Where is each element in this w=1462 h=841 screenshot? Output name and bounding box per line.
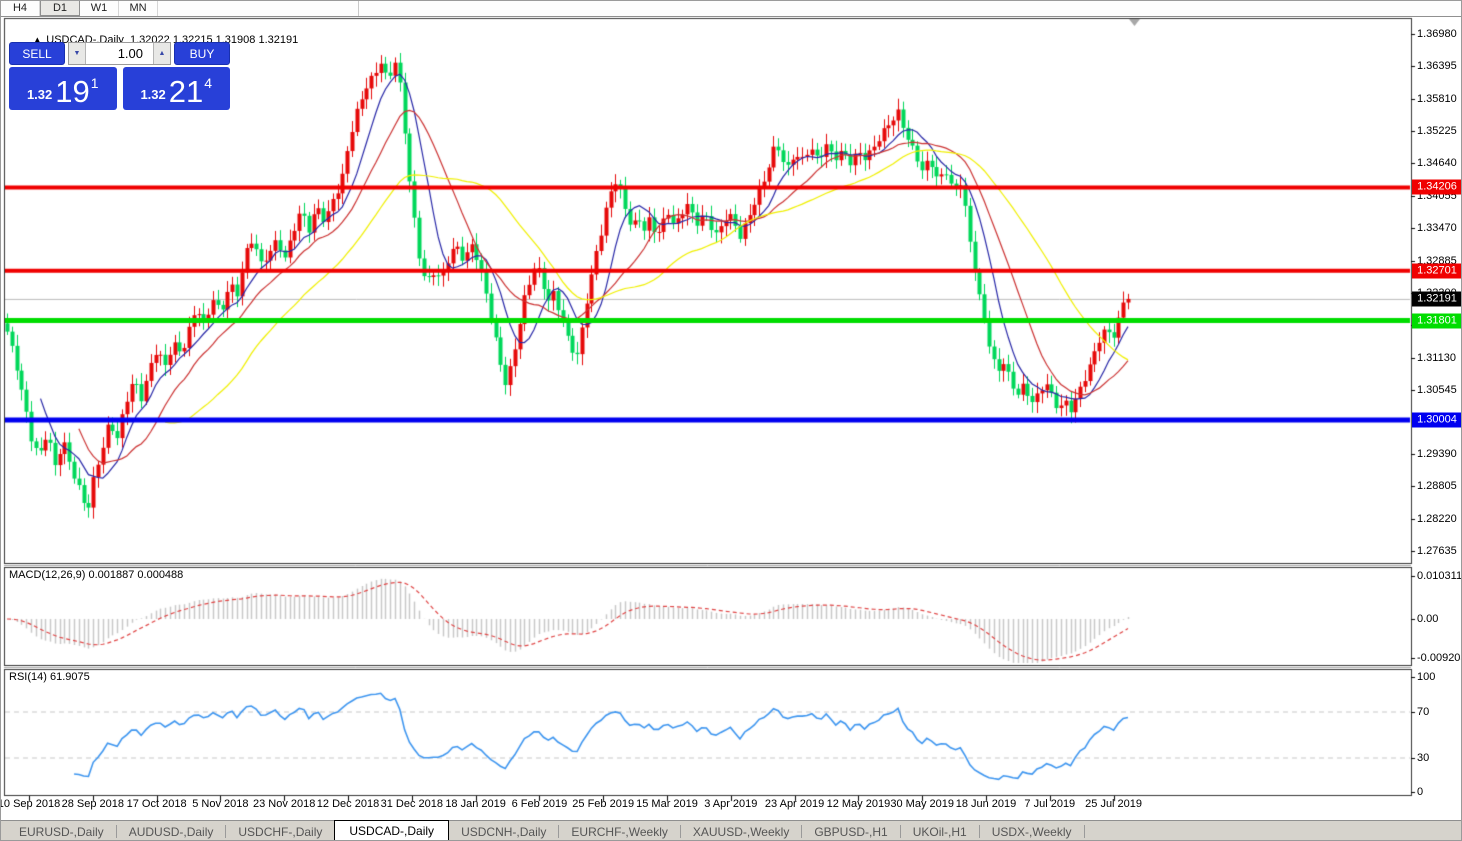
- tab-separator: [115, 825, 117, 838]
- rsi-axis-label: 30: [1417, 751, 1430, 764]
- tab-separator: [225, 825, 227, 838]
- macd-axis-label: 0.00: [1417, 613, 1439, 625]
- tab-separator: [978, 825, 980, 838]
- price-axis-label: 1.30545: [1417, 383, 1457, 396]
- price-chart-canvas[interactable]: [1, 17, 1461, 820]
- sell-price-pips: 19: [55, 74, 90, 109]
- bottom-tab-eurusd[interactable]: EURUSD-,Daily: [19, 825, 104, 839]
- price-level-badge: 1.32701: [1412, 263, 1461, 279]
- macd-label: MACD(12,26,9) 0.001887 0.000488: [9, 569, 184, 581]
- date-axis-label: 3 Apr 2019: [704, 798, 758, 810]
- sell-price-point: 1: [90, 75, 99, 91]
- timeframe-button-w1[interactable]: W1: [80, 1, 119, 16]
- date-axis-label: 7 Jul 2019: [1024, 798, 1076, 810]
- price-level-badge: 1.34206: [1412, 179, 1461, 195]
- price-axis-label: 1.35225: [1417, 125, 1457, 138]
- price-axis-label: 1.31130: [1417, 351, 1456, 364]
- chart-tab-bar: EURUSD-,Daily AUDUSD-,Daily USDCHF-,Daily U…: [1, 820, 1461, 840]
- date-axis-label: 30 May 2019: [890, 798, 954, 810]
- chart-area: ▲ USDCAD-,Daily 1.32022 1.32215 1.31908 1…: [0, 17, 1462, 820]
- price-axis-label: 1.35810: [1417, 92, 1457, 105]
- date-axis-label: 5 Nov 2018: [192, 798, 249, 810]
- sell-price-display[interactable]: 1.32 19 1: [9, 67, 117, 110]
- bottom-tab-gbpusd[interactable]: GBPUSD-,H1: [814, 825, 888, 839]
- tab-separator: [801, 825, 803, 838]
- tab-separator: [1083, 825, 1085, 838]
- price-axis-label: 1.33470: [1417, 222, 1457, 235]
- date-axis-label: 25 Jul 2019: [1085, 798, 1143, 810]
- bottom-tab-usdcad[interactable]: USDCAD-,Daily: [334, 820, 450, 840]
- volume-decrease-button[interactable]: ▼: [69, 43, 86, 64]
- bottom-tab-usdchf[interactable]: USDCHF-,Daily: [238, 825, 323, 839]
- bottom-tab-xauusd[interactable]: XAUUSD-,Weekly: [692, 825, 790, 839]
- price-axis-label: 1.36395: [1417, 60, 1457, 73]
- sell-price-main: 1.32: [26, 87, 53, 102]
- macd-axis-label: -0.009203: [1417, 651, 1462, 664]
- chart-direction-icon: ▲: [33, 35, 42, 44]
- date-axis-label: 28 Sep 2018: [61, 798, 124, 810]
- timeframe-button-d1[interactable]: D1: [40, 1, 80, 16]
- volume-spinner: ▼ ▲: [68, 42, 171, 65]
- date-axis-label: 10 Sep 2018: [0, 798, 61, 810]
- price-level-badge: 1.31801: [1412, 313, 1461, 328]
- timeframe-toolbar: H4 D1 W1 MN: [1, 1, 1461, 17]
- price-axis-label: 1.28805: [1417, 480, 1457, 493]
- price-axis-label: 1.28220: [1417, 512, 1457, 525]
- date-axis-label: 31 Dec 2018: [380, 798, 443, 810]
- timeframe-button-mn[interactable]: MN: [119, 1, 158, 16]
- date-axis-label: 17 Oct 2018: [126, 798, 187, 810]
- macd-axis-label: 0.010311: [1417, 569, 1462, 582]
- rsi-axis-label: 0: [1417, 786, 1424, 798]
- date-axis-label: 18 Jun 2019: [955, 798, 1017, 810]
- bottom-tab-ukoil[interactable]: UKOil-,H1: [912, 825, 967, 839]
- one-click-trading-panel: SELL ▼ ▲ BUY 1.32 19 1 1.32 21 4: [9, 42, 230, 110]
- price-level-badge: 1.30004: [1412, 412, 1461, 428]
- buy-price-display[interactable]: 1.32 21 4: [122, 67, 230, 110]
- volume-input[interactable]: [86, 43, 153, 64]
- rsi-axis-label: 100: [1417, 671, 1436, 683]
- date-axis-label: 25 Feb 2019: [572, 798, 635, 810]
- toolbar-spacer: [158, 1, 359, 16]
- date-axis-label: 15 Mar 2019: [636, 798, 698, 810]
- buy-price-pips: 21: [168, 74, 204, 109]
- price-axis-label: 1.27635: [1417, 544, 1457, 557]
- rsi-axis-label: 70: [1417, 705, 1430, 718]
- bottom-tab-usdcnh[interactable]: USDCNH-,Daily: [461, 825, 547, 839]
- buy-button[interactable]: BUY: [174, 42, 230, 65]
- date-axis-label: 12 Dec 2018: [316, 798, 380, 810]
- timeframe-button-h4[interactable]: H4: [1, 1, 40, 16]
- buy-price-point: 4: [204, 75, 213, 91]
- rsi-label: RSI(14) 61.9075: [9, 671, 90, 683]
- volume-increase-button[interactable]: ▲: [153, 43, 170, 64]
- date-axis-label: 23 Apr 2019: [764, 798, 825, 810]
- price-axis-label: 1.36980: [1417, 28, 1457, 40]
- bottom-tab-usdx[interactable]: USDX-,Weekly: [991, 825, 1072, 839]
- bottom-tab-audusd[interactable]: AUDUSD-,Daily: [128, 825, 214, 839]
- price-axis-label: 1.34640: [1417, 157, 1457, 170]
- bottom-tab-eurchf[interactable]: EURCHF-,Weekly: [571, 825, 668, 839]
- date-axis-label: 18 Jan 2019: [445, 798, 506, 810]
- date-axis-label: 6 Feb 2019: [511, 798, 568, 810]
- tab-separator: [899, 825, 901, 838]
- buy-price-main: 1.32: [140, 87, 166, 102]
- price-level-badge: 1.32191: [1412, 291, 1461, 307]
- price-axis-label: 1.29390: [1417, 447, 1457, 460]
- tab-separator: [679, 825, 681, 838]
- date-axis-label: 12 May 2019: [826, 798, 891, 810]
- sell-button[interactable]: SELL: [9, 42, 65, 65]
- date-axis-label: 23 Nov 2018: [252, 798, 316, 810]
- tab-separator: [558, 825, 560, 838]
